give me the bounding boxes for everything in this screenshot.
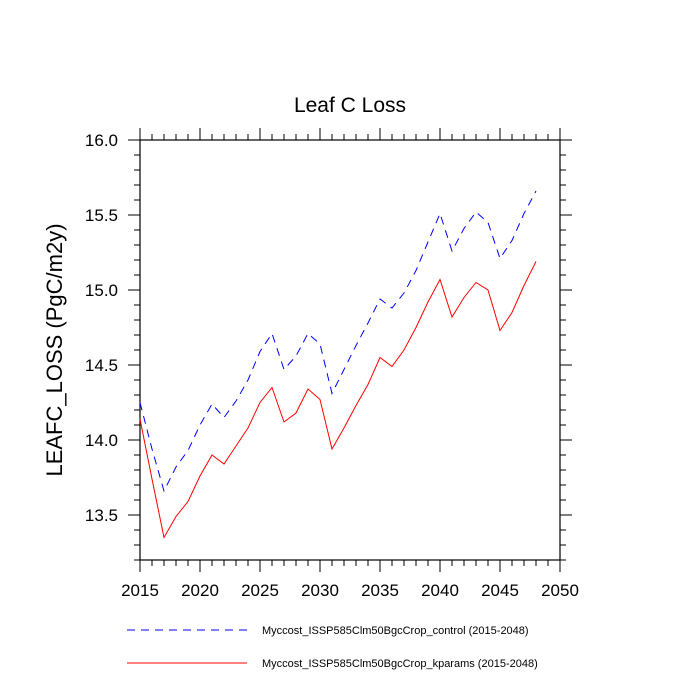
x-tick-label: 2025 (241, 581, 279, 600)
series-line-1 (139, 190, 537, 493)
legend: Myccost_ISSP585Clm50BgcCrop_control (201… (127, 625, 538, 670)
y-tick-label: 16.0 (85, 131, 118, 150)
x-tick-label: 2015 (121, 581, 159, 600)
series-line-2 (139, 261, 537, 539)
y-tick-label: 14.0 (85, 431, 118, 450)
y-tick-label: 15.0 (85, 281, 118, 300)
x-tick-label: 2045 (481, 581, 519, 600)
x-tick-label: 2020 (181, 581, 219, 600)
y-tick-label: 15.5 (85, 206, 118, 225)
x-tick-label: 2040 (421, 581, 459, 600)
x-tick-label: 2035 (361, 581, 399, 600)
x-tick-label: 2050 (541, 581, 579, 600)
y-axis-label: LEAFC_LOSS (PgC/m2y) (42, 223, 67, 476)
legend-label-2: Myccost_ISSP585Clm50BgcCrop_kparams (201… (262, 658, 538, 670)
y-tick-label: 13.5 (85, 506, 118, 525)
legend-label-1: Myccost_ISSP585Clm50BgcCrop_control (201… (262, 625, 529, 637)
plot-area: 2015 2020 2025 2030 2035 2040 2045 2050 13.5 14.0… (85, 128, 579, 600)
y-tick-label: 14.5 (85, 356, 118, 375)
chart-title: Leaf C Loss (294, 94, 406, 117)
x-tick-label: 2030 (301, 581, 339, 600)
